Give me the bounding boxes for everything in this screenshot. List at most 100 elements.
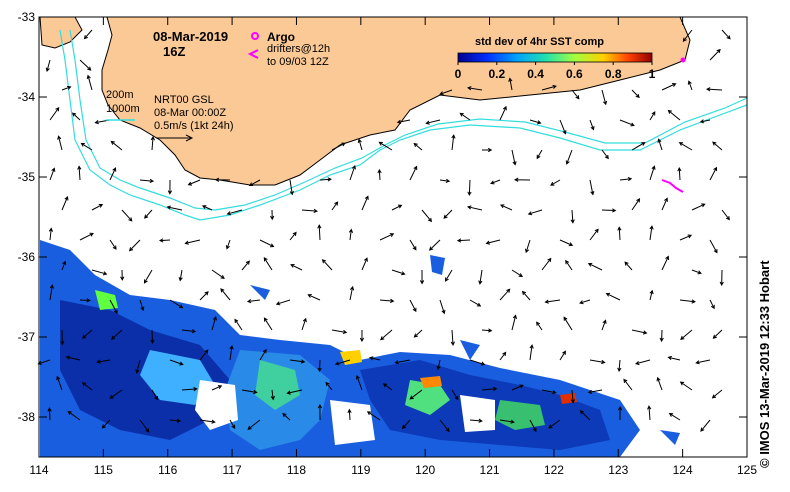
current-arrow [589, 228, 599, 241]
current-arrow [259, 348, 267, 361]
current-arrow [199, 419, 216, 424]
current-arrow [49, 106, 60, 121]
current-arrow [559, 350, 566, 361]
current-arrow [527, 209, 543, 216]
colorbar-ticks: 0 0.2 0.4 0.6 0.8 1 [455, 62, 656, 81]
current-arrow [451, 389, 459, 401]
current-arrow [167, 179, 173, 195]
current-arrow [413, 142, 423, 151]
current-arrow [721, 209, 730, 221]
current-arrow [409, 165, 418, 181]
current-arrow [317, 404, 323, 421]
current-arrow [656, 376, 663, 391]
current-arrow [331, 142, 346, 151]
x-tick-label: 119 [351, 463, 370, 477]
current-arrow [409, 299, 417, 313]
current-arrow [619, 119, 635, 127]
x-tick-label: 122 [544, 463, 564, 477]
current-arrow [199, 349, 209, 361]
current-arrow [541, 257, 552, 271]
y-axis: -33 -34 -35 -36 -37 -38 [18, 10, 747, 424]
current-arrow [143, 269, 153, 284]
drifter-track [661, 179, 684, 193]
current-arrow [349, 165, 356, 181]
current-arrow [225, 239, 231, 250]
current-arrow [121, 209, 133, 222]
current-arrow [709, 239, 718, 254]
y-tick-label: -33 [18, 10, 36, 24]
current-arrow [667, 355, 681, 361]
current-arrow [439, 89, 453, 96]
argo-legend-label: Argo [267, 30, 295, 44]
current-arrow [659, 329, 664, 343]
isobath-label-1000: 1000m [106, 103, 140, 115]
current-arrow [481, 147, 493, 153]
current-arrow [687, 80, 693, 91]
current-arrow [450, 329, 455, 346]
x-tick-label: 116 [158, 463, 177, 477]
current-arrow [709, 299, 715, 310]
current-arrow [565, 259, 573, 271]
current-arrow [467, 86, 483, 91]
current-arrow [541, 389, 557, 395]
current-arrow [649, 111, 656, 121]
current-arrow [529, 419, 537, 433]
current-arrow [331, 201, 339, 211]
current-arrow [169, 418, 182, 423]
current-arrow [657, 138, 663, 151]
credit-text: © IMOS 13-Mar-2019 12:33 Hobart [757, 260, 772, 468]
argo-legend-icon [251, 32, 259, 40]
current-arrow [319, 177, 332, 182]
current-arrow [91, 269, 108, 276]
current-arrow [619, 176, 633, 182]
current-arrow [661, 197, 668, 211]
current-arrow [589, 359, 606, 365]
current-arrow [275, 299, 291, 306]
current-arrow [617, 406, 623, 421]
current-arrow [635, 359, 651, 366]
current-arrow [378, 141, 393, 151]
x-tick-label: 115 [94, 463, 113, 477]
current-arrow [524, 239, 531, 254]
current-arrow [120, 269, 125, 281]
scale-label: 0.5m/s (1kt 24h) [154, 120, 233, 132]
current-arrow [220, 288, 231, 301]
current-arrow [401, 419, 411, 430]
current-arrow [443, 209, 453, 219]
current-arrow [536, 321, 543, 331]
current-arrow [709, 166, 718, 181]
current-arrow [151, 389, 159, 401]
current-arrow [514, 177, 531, 182]
y-tick-label: -34 [18, 90, 36, 104]
current-arrow [229, 345, 234, 361]
y-tick-label: -35 [18, 170, 36, 184]
current-arrow [661, 83, 677, 91]
colorbar [457, 52, 653, 63]
current-arrow [623, 378, 633, 391]
current-arrow [631, 198, 641, 211]
colorbar-tick-label: 0.6 [566, 67, 583, 81]
current-arrow [699, 119, 711, 124]
scale-arrow [156, 134, 194, 142]
model-time: 08-Mar 00:00Z [154, 107, 226, 119]
current-arrow [109, 167, 117, 181]
current-arrow [649, 225, 654, 241]
argo-float-marker [680, 57, 686, 63]
current-arrow [439, 299, 446, 315]
isobath-contours [59, 29, 747, 221]
current-arrow [80, 142, 93, 151]
current-arrow [459, 112, 471, 121]
current-arrow [631, 142, 646, 151]
current-arrow [570, 209, 575, 224]
current-arrow [150, 329, 155, 344]
current-arrow [711, 389, 723, 399]
current-arrow [211, 385, 223, 391]
current-arrow [511, 384, 524, 391]
current-arrow [289, 179, 294, 196]
current-arrow [317, 359, 322, 373]
current-arrow [571, 89, 580, 100]
current-arrow [445, 269, 453, 282]
current-arrow [589, 119, 595, 131]
current-arrow [481, 386, 498, 391]
